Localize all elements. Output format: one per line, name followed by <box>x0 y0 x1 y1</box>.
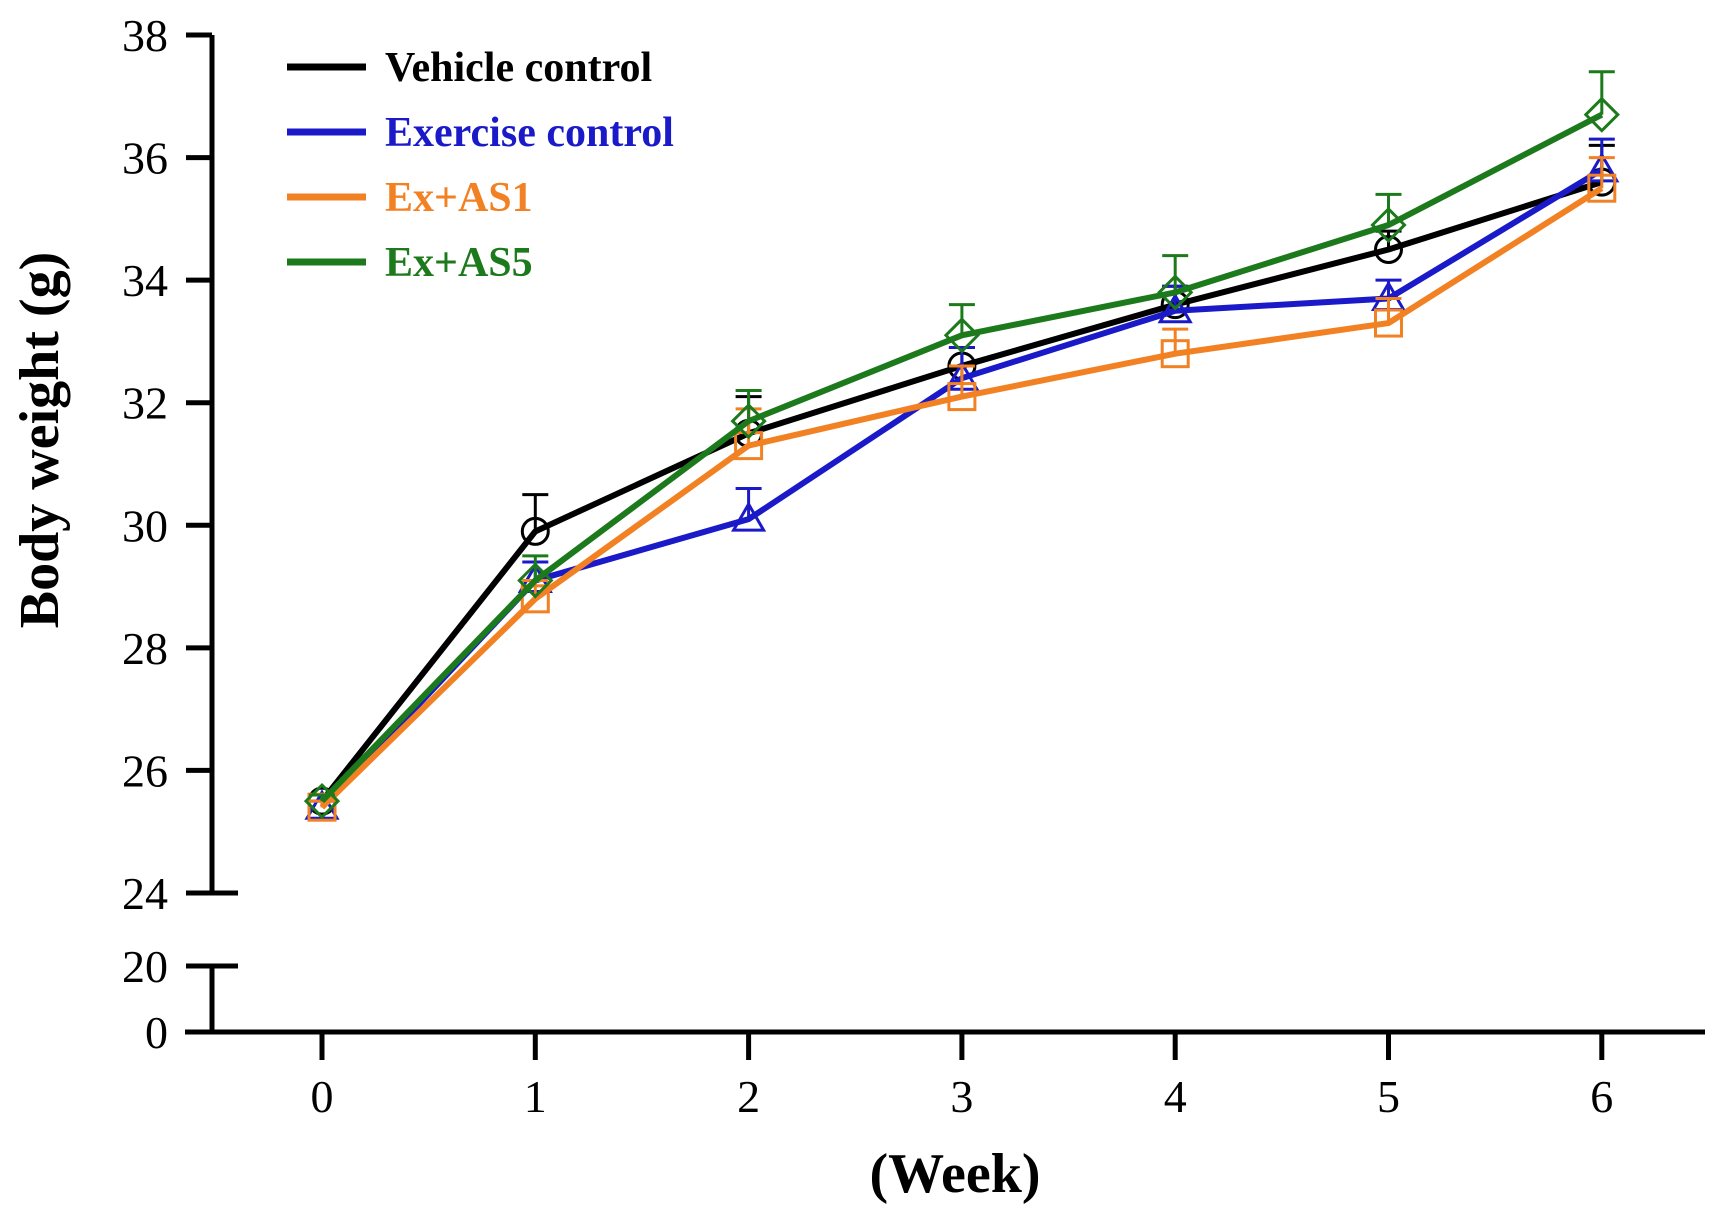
data-point-diamond <box>1370 206 1407 244</box>
x-tick-label: 6 <box>1590 1071 1613 1122</box>
data-point-square <box>947 382 977 412</box>
legend-label: Exercise control <box>385 110 674 156</box>
series-lines <box>303 70 1620 822</box>
x-tick-label: 0 <box>311 1071 334 1122</box>
data-point-diamond <box>303 782 341 820</box>
data-point-square <box>1587 173 1617 203</box>
y-tick-label: 24 <box>122 868 168 919</box>
data-point-diamond <box>1157 274 1194 311</box>
data-point-diamond <box>943 317 981 354</box>
data-point-square <box>734 431 764 461</box>
series-line <box>319 112 1604 804</box>
data-point-square <box>1160 339 1190 369</box>
legend: Vehicle control Exercise control Ex+AS1 Ex+… <box>287 45 674 286</box>
data-point-diamond <box>730 402 767 440</box>
x-tick-label: 1 <box>524 1071 547 1122</box>
x-tick-label: 2 <box>737 1071 760 1122</box>
legend-label: Ex+AS1 <box>385 175 533 221</box>
y-tick-label: 32 <box>122 378 168 429</box>
y-tick-label: 0 <box>145 1007 168 1058</box>
y-tick-label: 34 <box>122 255 168 306</box>
data-point-square <box>520 584 550 614</box>
x-axis-title: (Week) <box>869 1143 1040 1205</box>
y-tick-label: 30 <box>122 500 168 551</box>
legend-label: Vehicle control <box>385 45 652 91</box>
legend-label: Ex+AS5 <box>385 240 533 286</box>
y-axis-title: Body weight (g) <box>9 252 71 628</box>
x-tick-label: 3 <box>950 1071 973 1122</box>
data-point-triangle <box>1157 292 1193 324</box>
data-point-circle <box>1374 235 1403 264</box>
series-line <box>319 185 1604 810</box>
series-ex-as5 <box>303 70 1620 820</box>
y-tick-label: 36 <box>122 133 168 184</box>
data-point-circle <box>520 516 550 546</box>
data-point-triangle <box>731 501 767 532</box>
y-tick-label: 28 <box>122 623 168 674</box>
y-tick-label: 20 <box>122 941 168 992</box>
y-tick-label: 38 <box>122 10 168 61</box>
data-point-diamond <box>1583 96 1620 133</box>
data-point-square <box>1374 308 1403 338</box>
x-tick-label: 5 <box>1377 1071 1400 1122</box>
data-point-diamond <box>517 562 554 599</box>
axes <box>185 35 1705 1035</box>
y-tick-label: 26 <box>122 745 168 796</box>
x-tick-label: 4 <box>1164 1071 1187 1122</box>
